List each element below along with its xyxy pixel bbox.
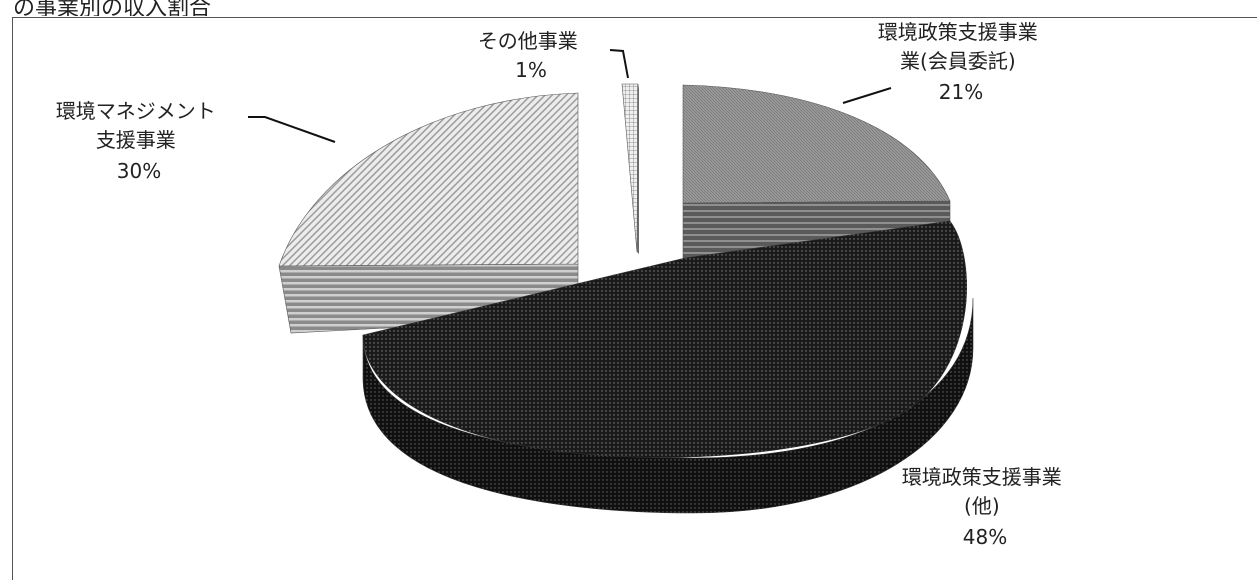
- label-member-value: 21%: [939, 80, 983, 104]
- label-management: 環境マネジメント 支援事業 30%: [56, 99, 222, 183]
- label-member-line1: 環境政策支援事業: [878, 20, 1038, 44]
- slice-other-top: [621, 83, 639, 253]
- leader-line-management: [248, 116, 336, 143]
- label-other-value: 1%: [515, 58, 547, 82]
- label-policy-other-line2: (他): [964, 494, 1000, 518]
- pie-chart: その他事業 1% 環境政策支援事業 業(会員委託) 21% 環境マネジメント 支…: [56, 20, 1068, 549]
- leader-line-other: [609, 49, 629, 79]
- leader-lines: [248, 49, 892, 143]
- label-policy-other-value: 48%: [963, 525, 1007, 549]
- label-member-line2: 業(会員委託): [900, 49, 1016, 73]
- label-policy-member: 環境政策支援事業 業(会員委託) 21%: [878, 20, 1044, 104]
- chart-frame: の事業別の収入割合: [12, 0, 1257, 580]
- label-policy-other: 環境政策支援事業 (他) 48%: [902, 465, 1068, 549]
- label-management-line1: 環境マネジメント: [56, 99, 216, 123]
- slice-other-business: [621, 83, 639, 254]
- slice-policy-other: [362, 220, 974, 514]
- chart-title-clipped: の事業別の収入割合: [13, 0, 212, 16]
- label-other: その他事業 1%: [478, 29, 584, 82]
- slice-policy-other-top: [362, 220, 967, 458]
- slice-member-top: [682, 84, 951, 204]
- slice-other-side: [637, 84, 639, 254]
- data-labels: その他事業 1% 環境政策支援事業 業(会員委託) 21% 環境マネジメント 支…: [56, 20, 1068, 549]
- leader-line-member: [842, 87, 892, 104]
- label-management-line2: 支援事業: [96, 128, 176, 152]
- label-management-value: 30%: [117, 159, 161, 183]
- label-policy-other-line1: 環境政策支援事業: [902, 465, 1062, 489]
- slice-management-top: [278, 92, 579, 267]
- label-other-name: その他事業: [478, 29, 578, 53]
